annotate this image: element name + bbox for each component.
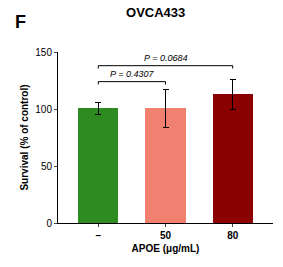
svg-text:P = 0.0684: P = 0.0684 xyxy=(144,53,187,63)
svg-text:50: 50 xyxy=(160,230,172,241)
svg-text:50: 50 xyxy=(41,161,53,172)
svg-text:150: 150 xyxy=(35,47,52,58)
svg-text:100: 100 xyxy=(35,104,52,115)
svg-text:0: 0 xyxy=(46,218,52,229)
svg-text:P = 0.4307: P = 0.4307 xyxy=(110,69,154,79)
svg-text:F: F xyxy=(15,12,26,32)
svg-text:80: 80 xyxy=(227,230,239,241)
svg-text:APOE (μg/mL): APOE (μg/mL) xyxy=(132,243,200,254)
svg-text:OVCA433: OVCA433 xyxy=(126,5,185,20)
svg-text:–: – xyxy=(96,230,102,241)
svg-text:Survival (% of control): Survival (% of control) xyxy=(19,84,30,190)
